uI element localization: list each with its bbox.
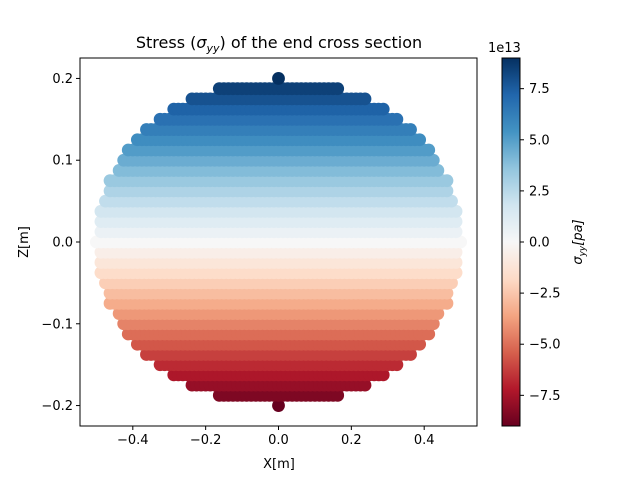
stress-point <box>440 286 454 300</box>
stress-point <box>413 133 427 147</box>
stress-point <box>449 225 463 239</box>
y-axis-label: Z[m] <box>17 226 32 258</box>
stress-point <box>422 327 436 341</box>
x-tick-label: 0.4 <box>414 433 435 448</box>
stress-point <box>376 368 390 382</box>
colorbar-tick-label: 7.5 <box>529 82 550 97</box>
stress-point <box>440 296 454 310</box>
colorbar-offset-label: 1e13 <box>488 41 521 56</box>
x-tick-label: −0.4 <box>117 433 149 448</box>
stress-point <box>449 266 463 280</box>
stress-point <box>449 245 463 259</box>
stress-point <box>331 82 345 96</box>
colorbar-label: σyy[pa] <box>571 219 588 264</box>
x-tick-label: 0.2 <box>341 433 362 448</box>
stress-point <box>445 194 458 208</box>
x-axis-label: X[m] <box>263 457 295 472</box>
stress-point <box>358 378 372 392</box>
stress-point <box>358 92 372 106</box>
stress-point <box>431 307 445 320</box>
colorbar-tick-label: −5.0 <box>529 338 561 353</box>
x-tick-label: 0.0 <box>268 433 289 448</box>
colorbar-tick-label: 2.5 <box>529 184 550 199</box>
stress-point <box>413 337 427 351</box>
stress-point <box>449 256 463 269</box>
colorbar-tick-label: 5.0 <box>529 133 550 148</box>
x-tick-label: −0.2 <box>190 433 222 448</box>
stress-point <box>390 358 404 372</box>
stress-point <box>331 388 345 402</box>
x-axis-ticks: −0.4 −0.2 0.0 0.2 0.4 <box>117 426 435 448</box>
colorbar-tick-label: 0.0 <box>529 236 550 251</box>
scatter-points <box>89 72 468 412</box>
y-tick-label: 0.0 <box>52 236 73 251</box>
stress-point <box>445 276 458 290</box>
stress-point <box>449 204 463 218</box>
stress-point <box>404 348 417 361</box>
stress-point <box>390 112 404 126</box>
stress-point <box>431 164 445 177</box>
colorbar-ticks: −7.5 −5.0 −2.5 0.0 2.5 5.0 7.5 <box>520 82 561 404</box>
stress-point <box>449 215 463 228</box>
stress-point <box>404 123 417 136</box>
stress-point <box>376 102 390 116</box>
y-axis-ticks: −0.2 −0.1 0.0 0.1 0.2 <box>41 72 80 414</box>
stress-point <box>272 399 285 412</box>
stress-point <box>454 235 468 249</box>
stress-point <box>272 72 285 85</box>
stress-point <box>440 174 454 188</box>
colorbar-tick-label: −2.5 <box>529 287 561 302</box>
y-tick-label: 0.1 <box>52 154 73 169</box>
y-tick-label: −0.1 <box>41 317 73 332</box>
colorbar <box>501 57 521 427</box>
stress-point <box>422 143 436 157</box>
chart-title: Stress (σyy) of the end cross section <box>136 33 422 55</box>
y-tick-label: −0.2 <box>41 399 73 414</box>
stress-point <box>440 184 454 198</box>
stress-point <box>426 317 440 331</box>
stress-point <box>426 153 440 167</box>
colorbar-tick-label: −7.5 <box>529 389 561 404</box>
y-tick-label: 0.2 <box>52 72 73 87</box>
